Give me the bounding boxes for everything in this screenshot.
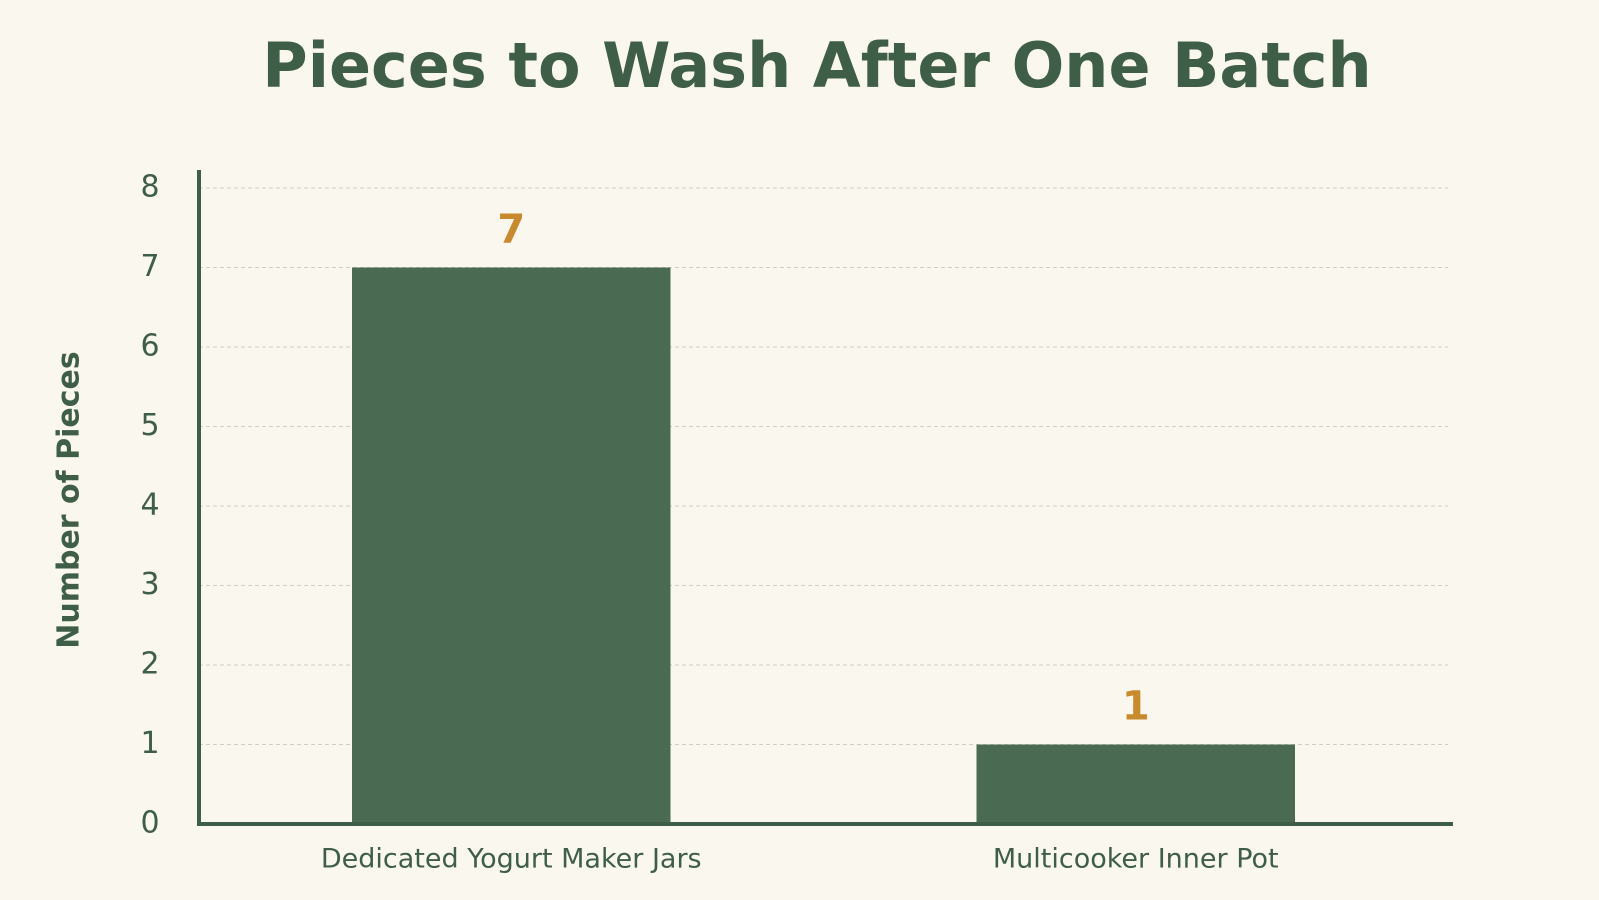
y-tick-label: 5 bbox=[140, 408, 159, 443]
y-tick-label: 3 bbox=[140, 567, 159, 602]
bar bbox=[976, 744, 1295, 824]
chart-title: Pieces to Wash After One Batch bbox=[262, 29, 1371, 102]
y-tick-label: 6 bbox=[140, 329, 159, 364]
y-axis-label: Number of Pieces bbox=[52, 351, 87, 649]
y-tick-label: 8 bbox=[140, 170, 159, 205]
y-tick-label: 0 bbox=[140, 806, 159, 841]
bar bbox=[352, 267, 671, 824]
y-tick-label: 4 bbox=[140, 488, 159, 523]
value-label: 7 bbox=[497, 207, 525, 253]
value-label: 1 bbox=[1122, 684, 1150, 730]
y-tick-label: 1 bbox=[140, 726, 159, 761]
x-tick-label: Dedicated Yogurt Maker Jars bbox=[321, 844, 702, 875]
y-tick-label: 7 bbox=[140, 249, 159, 284]
x-tick-label: Multicooker Inner Pot bbox=[993, 844, 1279, 875]
y-tick-label: 2 bbox=[140, 647, 159, 682]
